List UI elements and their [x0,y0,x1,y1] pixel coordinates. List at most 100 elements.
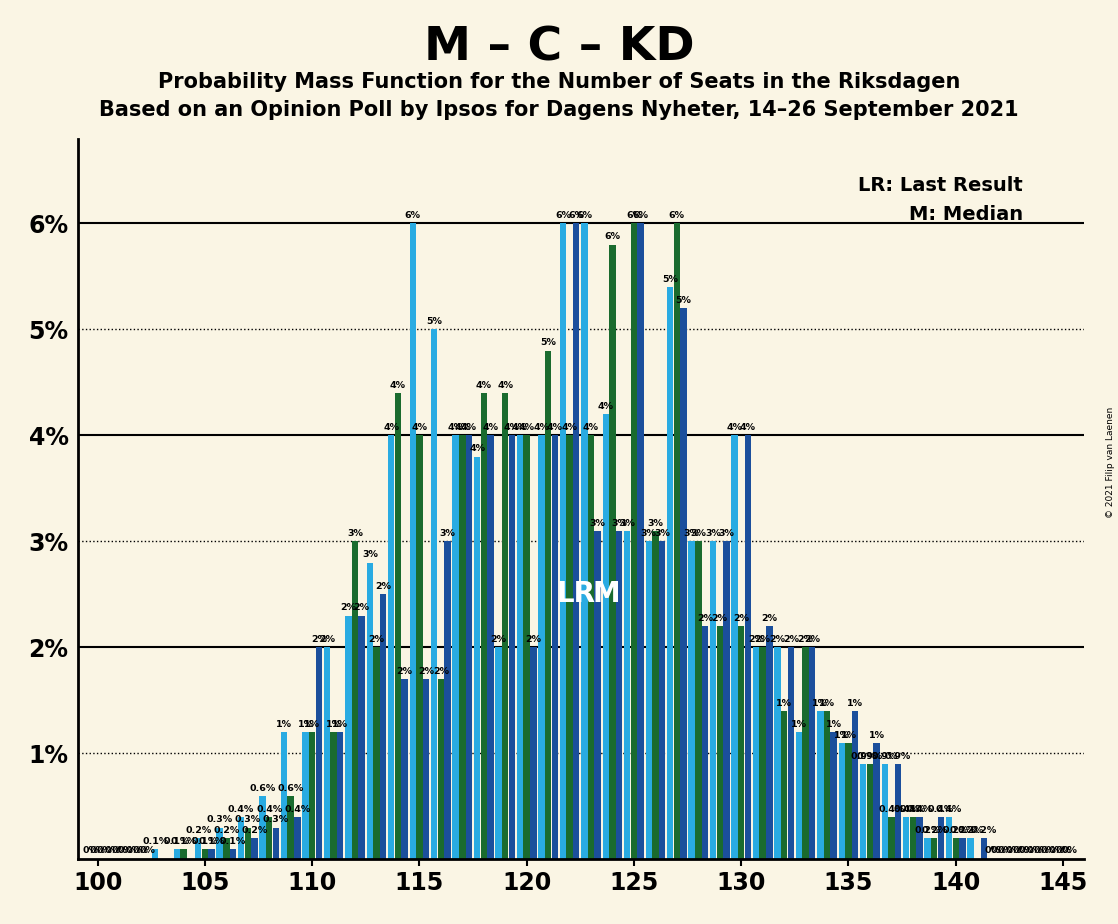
Bar [852,711,859,859]
Bar [466,435,472,859]
Bar [474,456,481,859]
Bar [229,849,236,859]
Bar [938,817,944,859]
Text: 2%: 2% [769,635,786,644]
Bar [259,796,266,859]
Bar [845,743,852,859]
Bar [487,435,494,859]
Text: 0%: 0% [126,846,142,855]
Text: 0%: 0% [89,846,105,855]
Bar [201,849,208,859]
Bar [787,648,794,859]
Text: 4%: 4% [390,381,406,390]
Text: 1%: 1% [332,720,348,729]
Text: 2%: 2% [733,614,749,623]
Text: 3%: 3% [690,529,707,538]
Text: 3%: 3% [619,518,635,528]
Text: 1%: 1% [841,731,856,739]
Bar [723,541,730,859]
Text: 2%: 2% [783,635,798,644]
Bar [967,838,974,859]
Text: © 2021 Filip van Laenen: © 2021 Filip van Laenen [1106,407,1115,517]
Text: 1%: 1% [826,720,842,729]
Bar [616,530,623,859]
Bar [444,541,451,859]
Bar [838,743,845,859]
Bar [680,309,686,859]
Text: 3%: 3% [641,529,656,538]
Text: 5%: 5% [540,338,556,347]
Text: 0.9%: 0.9% [885,752,911,760]
Bar [745,435,751,859]
Bar [217,828,222,859]
Text: 2%: 2% [353,603,370,613]
Bar [238,817,245,859]
Bar [609,245,616,859]
Text: 0.3%: 0.3% [235,815,260,824]
Text: 2%: 2% [525,635,541,644]
Text: 0.3%: 0.3% [207,815,233,824]
Text: 0%: 0% [1005,846,1022,855]
Text: 5%: 5% [426,317,442,326]
Text: 1%: 1% [297,720,313,729]
Text: 0.1%: 0.1% [163,836,190,845]
Bar [659,541,665,859]
Bar [731,435,738,859]
Text: 0%: 0% [1012,846,1029,855]
Bar [560,224,566,859]
Bar [195,838,201,859]
Text: 0%: 0% [96,846,112,855]
Text: 0.2%: 0.2% [214,826,239,835]
Bar [302,732,309,859]
Text: 3%: 3% [347,529,363,538]
Bar [689,541,695,859]
Text: 6%: 6% [605,233,620,241]
Bar [517,435,523,859]
Bar [388,435,395,859]
Text: 1%: 1% [790,720,807,729]
Bar [337,732,343,859]
Text: 4%: 4% [561,423,578,432]
Text: 0.3%: 0.3% [263,815,288,824]
Bar [453,435,458,859]
Bar [245,828,250,859]
Text: 0.2%: 0.2% [241,826,267,835]
Bar [824,711,831,859]
Text: 4%: 4% [411,423,427,432]
Text: 0.1%: 0.1% [142,836,169,845]
Bar [581,224,588,859]
Text: 2%: 2% [697,614,713,623]
Bar [752,648,759,859]
Bar [459,435,465,859]
Bar [273,828,280,859]
Bar [595,530,600,859]
Text: 1%: 1% [834,731,850,739]
Text: 3%: 3% [439,529,455,538]
Text: 1%: 1% [325,720,342,729]
Bar [894,764,901,859]
Text: 4%: 4% [447,423,464,432]
Bar [759,648,766,859]
Text: 2%: 2% [712,614,728,623]
Text: 0.4%: 0.4% [900,805,926,814]
Bar [224,838,229,859]
Text: 0.2%: 0.2% [970,826,997,835]
Text: 0%: 0% [1062,846,1078,855]
Bar [544,350,551,859]
Text: 0.4%: 0.4% [893,805,919,814]
Bar [667,287,673,859]
Bar [624,530,631,859]
Bar [953,838,959,859]
Text: LR: Last Result: LR: Last Result [859,176,1023,195]
Text: 0.9%: 0.9% [872,752,898,760]
Text: 2%: 2% [797,635,814,644]
Text: 1%: 1% [869,731,884,739]
Text: 0.2%: 0.2% [915,826,940,835]
Text: 1%: 1% [276,720,292,729]
Bar [373,648,380,859]
Text: 6%: 6% [555,212,571,220]
Bar [809,648,815,859]
Text: 4%: 4% [582,423,599,432]
Text: 0%: 0% [133,846,149,855]
Text: 0%: 0% [1055,846,1071,855]
